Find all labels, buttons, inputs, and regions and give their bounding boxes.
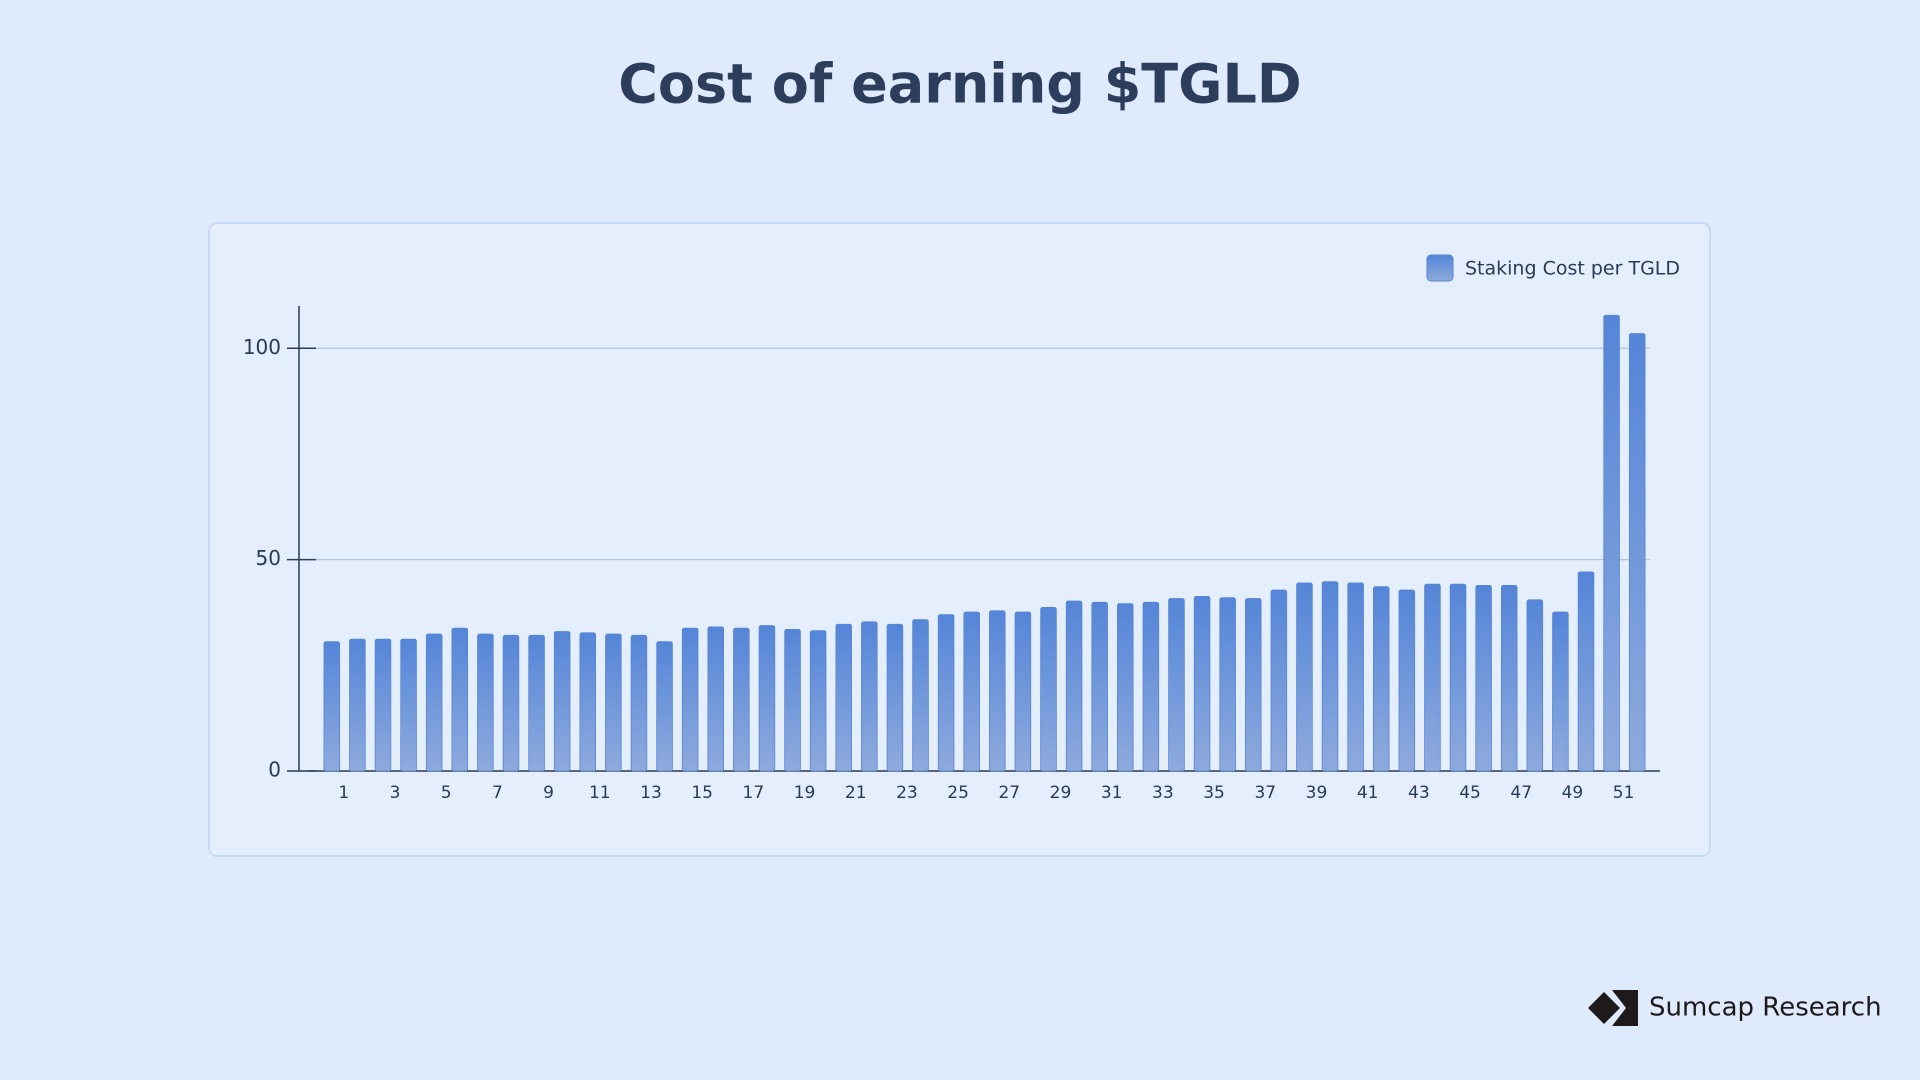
x-tick-label: 23 <box>896 783 918 803</box>
x-tick-label: 9 <box>543 783 554 803</box>
x-tick-label: 43 <box>1408 783 1430 803</box>
y-tick-label: 100 <box>243 335 281 359</box>
bar <box>1065 600 1083 772</box>
bar <box>425 633 443 772</box>
x-tick-label: 27 <box>998 783 1020 803</box>
chart-title: Cost of earning $TGLD <box>618 53 1301 116</box>
x-tick-label: 31 <box>1101 783 1123 803</box>
bar <box>400 638 417 772</box>
bar <box>374 638 392 772</box>
bar <box>1270 589 1288 772</box>
bar <box>1475 585 1492 772</box>
bar <box>477 633 494 772</box>
x-tick-label: 45 <box>1459 783 1481 803</box>
x-tick-label: 25 <box>947 783 969 803</box>
x-tick-label: 51 <box>1613 783 1635 803</box>
bar <box>835 623 852 772</box>
x-tick-label: 1 <box>338 783 349 803</box>
bar <box>963 611 980 772</box>
x-tick-label: 5 <box>441 783 452 803</box>
bar <box>630 634 648 772</box>
bar <box>323 641 341 772</box>
bar <box>605 633 622 772</box>
x-tick-label: 11 <box>589 783 611 803</box>
bar <box>1091 601 1108 772</box>
bar <box>1628 333 1646 772</box>
bar <box>451 627 469 772</box>
bar <box>707 626 724 772</box>
bar <box>1500 585 1518 772</box>
bar <box>1552 611 1569 772</box>
x-tick-label: 33 <box>1152 783 1174 803</box>
bar <box>553 631 571 772</box>
bar <box>528 634 545 772</box>
x-tick-label: 13 <box>640 783 662 803</box>
bar <box>1321 581 1339 772</box>
bar <box>1117 603 1134 772</box>
x-tick-label: 29 <box>1050 783 1072 803</box>
x-tick-label: 47 <box>1510 783 1532 803</box>
x-tick-label: 3 <box>390 783 401 803</box>
legend-swatch <box>1426 254 1454 282</box>
bar <box>784 628 801 772</box>
bar <box>989 610 1006 772</box>
bar <box>886 623 904 772</box>
x-tick-label: 41 <box>1357 783 1379 803</box>
bar <box>912 619 929 772</box>
x-tick-label: 19 <box>794 783 816 803</box>
bar <box>758 625 776 772</box>
x-tick-label: 17 <box>743 783 765 803</box>
bar <box>1398 589 1416 772</box>
brand-logo <box>1588 990 1638 1026</box>
bar <box>1372 586 1390 772</box>
bar <box>1168 598 1185 772</box>
bar <box>502 634 520 772</box>
bar <box>1193 596 1211 772</box>
bar <box>733 627 750 772</box>
x-tick-label: 37 <box>1254 783 1276 803</box>
bar <box>1245 598 1262 772</box>
x-tick-label: 7 <box>492 783 503 803</box>
bar <box>809 630 827 772</box>
bar <box>1347 582 1364 772</box>
bar <box>1296 582 1313 772</box>
bar <box>656 641 673 772</box>
x-tick-label: 49 <box>1562 783 1584 803</box>
y-tick-label: 50 <box>256 546 281 570</box>
bar <box>1603 314 1620 772</box>
bar <box>1040 607 1057 772</box>
x-tick-label: 21 <box>845 783 867 803</box>
bar <box>1449 583 1467 772</box>
bar <box>1142 601 1160 772</box>
bar <box>349 638 366 772</box>
bar <box>937 614 955 772</box>
bar <box>1577 571 1595 772</box>
x-tick-label: 15 <box>691 783 713 803</box>
brand-name: Sumcap Research <box>1649 993 1882 1023</box>
bar <box>1424 583 1441 772</box>
x-tick-label: 39 <box>1306 783 1328 803</box>
bar <box>681 627 699 772</box>
y-tick-label: 0 <box>268 758 281 782</box>
bar <box>1219 597 1236 772</box>
bar <box>1014 611 1032 772</box>
bar <box>861 621 878 772</box>
bar <box>1526 599 1544 772</box>
legend-label: Staking Cost per TGLD <box>1465 258 1680 280</box>
bar <box>579 632 597 772</box>
x-tick-label: 35 <box>1203 783 1225 803</box>
